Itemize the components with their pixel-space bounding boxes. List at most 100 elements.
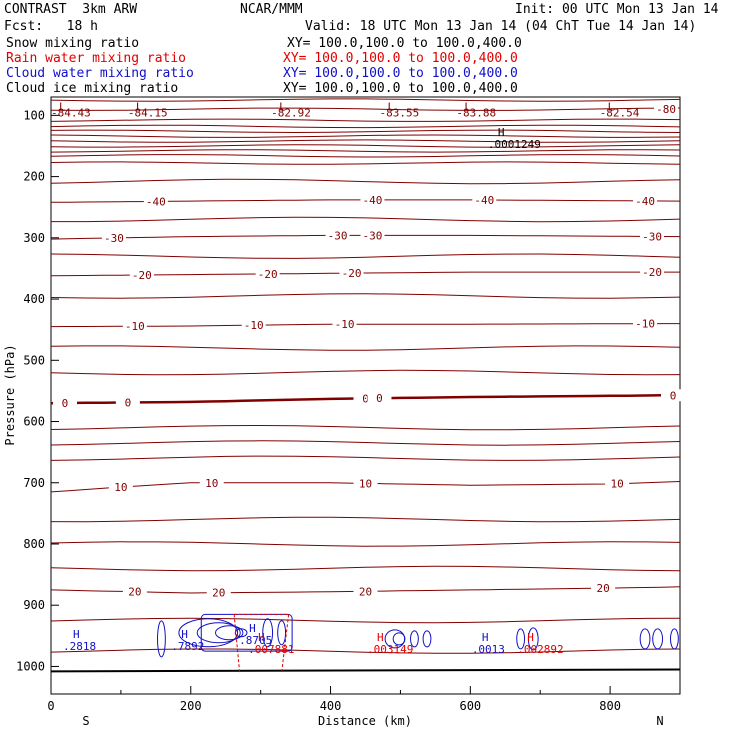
contour-label: -20 <box>342 267 362 280</box>
contour-label: -10 <box>244 319 264 332</box>
y-axis-label: Pressure (hPa) <box>3 344 17 445</box>
min-temp-value: -84.15 <box>128 107 168 120</box>
x-tick-label: 0 <box>47 699 54 713</box>
temperature-contour <box>50 516 681 523</box>
min-temp-value: -82.54 <box>600 107 640 120</box>
maximum-marker: H <box>249 622 256 635</box>
contour-label: 0 <box>62 397 69 410</box>
plot-title: CONTRAST 3km ARW <box>4 2 138 17</box>
min-temp-marker: L <box>464 100 471 113</box>
contour-label: 0 <box>125 396 132 409</box>
contour-label-bg <box>108 481 133 494</box>
min-temp-marker: L <box>59 100 66 113</box>
maximum-marker: H <box>498 126 505 139</box>
contour-label: 10 <box>610 478 623 491</box>
maximum-marker: H <box>377 631 384 644</box>
x-tick-label: 200 <box>180 699 202 713</box>
legend-cloudwater-name: Cloud water mixing ratio <box>6 66 194 81</box>
x-tick-label: 600 <box>459 699 481 713</box>
contour-label: -40 <box>363 194 383 207</box>
temperature-contour--20 <box>50 271 680 277</box>
contour-label-bg <box>199 476 224 489</box>
min-temp-marker: L <box>136 100 143 113</box>
end-label-south: S <box>82 714 89 728</box>
cloud-water-contour <box>215 625 244 641</box>
legend-cloudice-name: Cloud ice mixing ratio <box>6 81 179 96</box>
x-tick-label: 800 <box>599 699 621 713</box>
y-tick-label: 500 <box>23 353 45 367</box>
temperature-contour <box>50 424 681 431</box>
contour-label-bg <box>115 396 140 409</box>
contour-label: -30 <box>104 232 124 245</box>
maximum-value: .0013 <box>472 643 505 656</box>
contour-label-bg <box>129 268 154 281</box>
temperature-contour <box>50 565 681 572</box>
cloud-water-contour <box>234 628 248 638</box>
cloud-water-contour <box>178 618 239 648</box>
legend-snow-xy: XY= 100.0,100.0 to 100.0,400.0 <box>287 36 522 51</box>
contour-label-bg <box>640 266 665 279</box>
min-temp-marker: L <box>608 100 615 113</box>
upper-temperature-contour <box>50 129 681 134</box>
contour-label: -20 <box>642 266 662 279</box>
cloud-water-contour <box>422 630 432 648</box>
contour-label-top: -80 <box>656 103 676 116</box>
contour-label: 0 <box>376 392 383 405</box>
maximum-marker: H <box>527 631 534 644</box>
upper-temperature-contour <box>50 154 681 158</box>
contour-label: -10 <box>125 320 145 333</box>
contour-label-bg <box>605 477 630 490</box>
cloud-water-contour <box>669 628 679 650</box>
temperature-contour <box>51 216 681 223</box>
contour-label: 10 <box>205 477 218 490</box>
contour-label: 0 <box>670 389 677 402</box>
contour-label-bg <box>591 582 616 595</box>
contour-label: -40 <box>635 195 655 208</box>
temperature-contour--10 <box>50 323 680 328</box>
cloud-water-contour <box>392 632 406 646</box>
y-tick-label: 200 <box>23 170 45 184</box>
contour-label: -10 <box>335 318 355 331</box>
y-tick-label: 800 <box>23 537 45 551</box>
upper-temperature-contour <box>50 124 681 129</box>
min-temp-value: -83.55 <box>379 107 419 120</box>
contour-label: 0 <box>362 392 369 405</box>
maximum-value: .7892 <box>171 640 204 653</box>
cloud-water-contour <box>157 620 166 658</box>
maximum-value: .003149 <box>367 643 413 656</box>
min-temp-value: -84.43 <box>51 107 91 120</box>
temperature-contour <box>50 369 681 376</box>
contour-label: -30 <box>642 230 662 243</box>
temperature-contour <box>50 440 681 446</box>
maximum-value: .0001249 <box>488 138 541 151</box>
contour-label-bg <box>367 392 392 405</box>
min-temp-marker: L <box>387 100 394 113</box>
cloud-water-contour <box>527 627 539 651</box>
forecast-hour: Fcst: 18 h <box>4 19 98 34</box>
maximum-value: .007881 <box>248 643 294 656</box>
upper-temperature-contour <box>50 139 681 143</box>
min-temp-marker: L <box>279 100 286 113</box>
min-temp-value: -82.92 <box>271 107 311 120</box>
contour-label: 20 <box>359 585 372 598</box>
contour-label-bg <box>353 585 378 598</box>
contour-label-bg <box>143 195 168 208</box>
temperature-contour <box>50 541 681 547</box>
contour-label: -40 <box>146 195 166 208</box>
maximum-value: .002892 <box>517 643 563 656</box>
upper-temperature-contour <box>50 161 681 165</box>
contour-label-bg <box>661 389 686 402</box>
contour-label-bg <box>640 230 665 243</box>
contour-label: -30 <box>328 229 348 242</box>
x-tick-label: 400 <box>320 699 342 713</box>
contour-label-bg <box>325 229 350 242</box>
contour-label-bg <box>633 317 658 330</box>
contour-label: 10 <box>114 481 127 494</box>
legend-cloudwater-xy: XY= 100.0,100.0 to 100.0,400.0 <box>283 66 518 81</box>
ground-line <box>50 668 681 673</box>
y-tick-label: 300 <box>23 231 45 245</box>
contour-label: 20 <box>596 582 609 595</box>
contour-label-bg <box>633 194 658 207</box>
cloud-water-contour <box>277 620 287 646</box>
y-tick-label: 1000 <box>16 659 45 673</box>
